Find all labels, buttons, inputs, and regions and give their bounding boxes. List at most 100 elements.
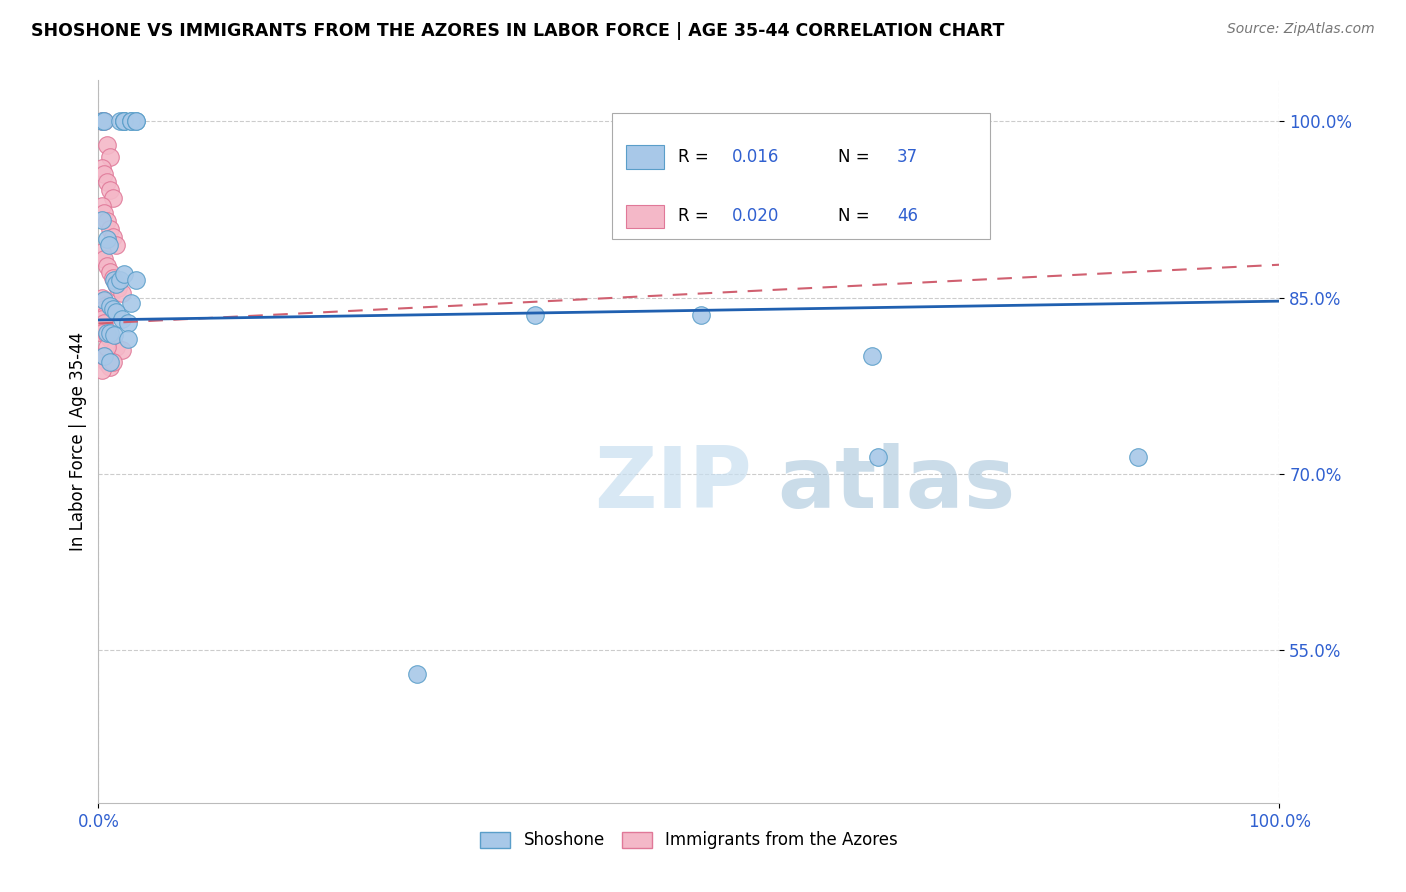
Point [91, 311, 114, 326]
FancyBboxPatch shape [612, 112, 990, 239]
Text: ZIP: ZIP [595, 443, 752, 526]
Point [96, 214, 118, 228]
Point [117, 332, 139, 346]
Point [93, 167, 115, 181]
Point [98, 182, 121, 196]
Point [96, 326, 118, 340]
Text: SHOSHONE VS IMMIGRANTS FROM THE AZORES IN LABOR FORCE | AGE 35-44 CORRELATION CH: SHOSHONE VS IMMIGRANTS FROM THE AZORES I… [31, 22, 1004, 40]
Text: R =: R = [678, 208, 714, 226]
Point [96, 232, 118, 246]
Point [93, 317, 115, 331]
Point [111, 285, 134, 300]
Point [98, 265, 121, 279]
Point [101, 355, 124, 369]
Point [1126, 450, 1149, 465]
Point [91, 300, 114, 314]
Point [101, 229, 124, 244]
Point [112, 267, 135, 281]
Point [91, 114, 114, 128]
Point [860, 350, 883, 364]
Point [91, 307, 114, 321]
Point [91, 350, 114, 364]
Point [98, 332, 121, 346]
Text: 46: 46 [897, 208, 918, 226]
Point [93, 350, 115, 364]
Point [105, 340, 128, 354]
Point [125, 114, 148, 128]
Point [98, 150, 121, 164]
Legend: Shoshone, Immigrants from the Azores: Shoshone, Immigrants from the Azores [474, 824, 904, 856]
Text: R =: R = [678, 148, 714, 166]
FancyBboxPatch shape [626, 145, 664, 169]
Point [112, 114, 135, 128]
Point [98, 326, 121, 340]
Point [96, 176, 118, 190]
Point [111, 343, 134, 358]
Point [101, 302, 124, 317]
Point [125, 273, 148, 287]
Point [91, 213, 114, 227]
Point [96, 137, 118, 152]
Point [108, 273, 131, 287]
Point [91, 199, 114, 213]
Point [93, 310, 115, 324]
Point [111, 311, 134, 326]
Point [117, 317, 139, 331]
Point [112, 114, 135, 128]
Point [866, 450, 889, 465]
Point [101, 270, 124, 285]
Point [93, 206, 115, 220]
Text: 0.016: 0.016 [731, 148, 779, 166]
Point [105, 277, 128, 291]
Point [91, 161, 114, 176]
Point [121, 296, 143, 310]
Text: N =: N = [838, 148, 875, 166]
Point [125, 114, 148, 128]
Point [91, 326, 114, 340]
Y-axis label: In Labor Force | Age 35-44: In Labor Force | Age 35-44 [69, 332, 87, 551]
Text: 37: 37 [897, 148, 918, 166]
Text: 0.020: 0.020 [731, 208, 779, 226]
Point [91, 114, 114, 128]
Point [98, 222, 121, 236]
Point [103, 328, 125, 343]
Point [93, 114, 115, 128]
Point [105, 277, 128, 291]
Point [91, 291, 114, 305]
Point [689, 308, 711, 322]
Point [96, 259, 118, 273]
Point [96, 298, 118, 312]
Point [112, 114, 135, 128]
Point [91, 363, 114, 377]
Point [105, 304, 128, 318]
Point [101, 191, 124, 205]
Text: atlas: atlas [778, 443, 1015, 526]
Point [98, 359, 121, 374]
Point [96, 340, 118, 354]
Point [524, 308, 547, 322]
Point [96, 356, 118, 370]
FancyBboxPatch shape [626, 205, 664, 228]
Point [93, 350, 115, 364]
Point [98, 299, 121, 313]
Point [93, 293, 115, 307]
Text: N =: N = [838, 208, 875, 226]
Text: Source: ZipAtlas.com: Source: ZipAtlas.com [1227, 22, 1375, 37]
Point [406, 666, 429, 681]
Point [105, 237, 128, 252]
Point [121, 114, 143, 128]
Point [93, 252, 115, 266]
Point [91, 244, 114, 259]
Point [93, 294, 115, 309]
Point [93, 302, 115, 317]
Point [107, 281, 129, 295]
Point [93, 114, 115, 128]
Point [96, 304, 118, 318]
Point [93, 352, 115, 367]
Point [96, 328, 118, 343]
Point [98, 355, 121, 369]
Point [98, 237, 121, 252]
Point [108, 114, 131, 128]
Point [103, 273, 125, 287]
Point [121, 114, 143, 128]
